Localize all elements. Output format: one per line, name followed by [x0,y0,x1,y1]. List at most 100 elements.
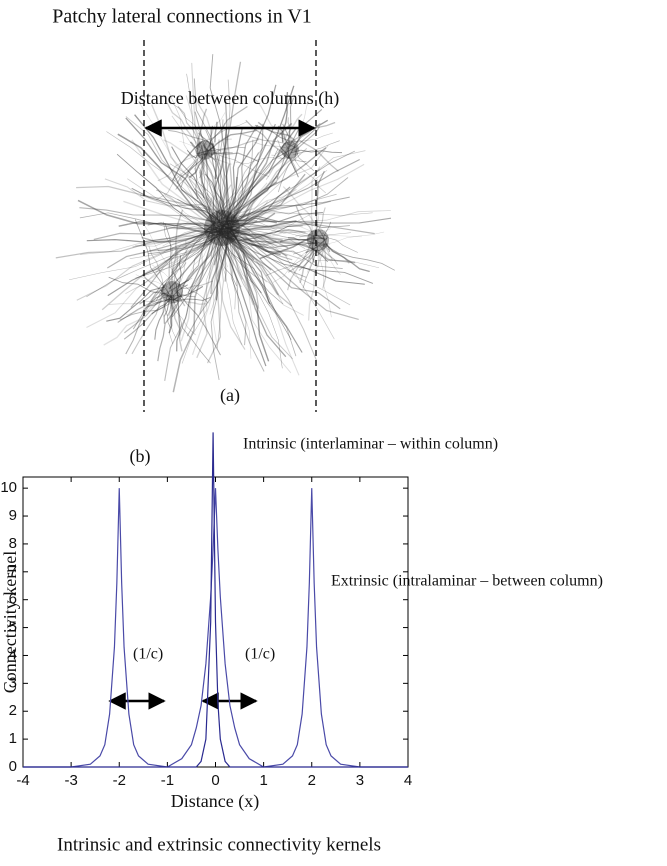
neurite [272,243,319,283]
neurite [209,54,233,222]
y-tick-label: 6 [9,591,17,608]
neurite [163,291,196,336]
neurite [212,236,237,287]
neurite [206,192,228,232]
neurite [212,142,268,220]
neurite [212,234,221,259]
neurite [201,233,223,237]
neurite [295,231,317,237]
neurite [55,228,217,259]
neurite [180,233,221,291]
neurite [226,201,269,235]
neurite [106,229,213,269]
neurite [224,232,229,254]
neurite [224,188,297,221]
y-tick-label: 5 [9,619,17,636]
x-tick-label: 3 [356,772,364,789]
neurite [132,228,216,248]
neurite [227,186,291,235]
neurite [156,189,231,223]
neurite [229,237,374,284]
neurite [226,134,236,234]
neurite [169,209,184,289]
neurite [223,231,278,245]
neurite [311,236,315,263]
neurite [108,276,180,303]
neurite [177,226,221,230]
neurite [166,294,176,316]
neurite [293,140,340,156]
neurite [108,299,171,305]
neurite [228,219,293,261]
neurite [212,229,245,249]
neurite [316,234,326,241]
neurite [225,231,356,264]
neurite [180,188,225,235]
neurite [307,242,328,321]
neurite [196,231,221,359]
neurite [321,231,385,246]
neurite [201,142,217,163]
y-tick-label: 7 [9,563,17,580]
neurite [299,247,315,284]
neurite [175,297,207,306]
neurite [215,168,260,233]
neurite [311,247,328,263]
neurite [141,274,173,299]
neurite [165,223,218,230]
neurite [134,219,171,296]
neurite [268,156,287,174]
neurite [191,62,217,228]
neurite [80,234,225,255]
neurite [191,235,222,239]
y-tick-label: 1 [9,730,17,747]
neurite [210,234,221,380]
y-tick-label: 8 [9,535,17,552]
neurite [172,285,204,302]
neurite [206,154,216,161]
neurite [157,149,208,182]
neurite [126,299,166,316]
neurite [217,221,375,235]
neurite [211,223,239,246]
neurite [186,237,230,337]
neurite [225,163,230,224]
neurite [186,73,219,225]
patch [281,141,299,159]
neurite [162,220,221,247]
neurite [202,149,207,175]
neurite [223,220,314,227]
neurite [123,295,172,340]
neurite [188,179,225,226]
neurite [215,234,267,367]
neurite [214,139,225,233]
patch [204,210,240,246]
neurite [179,226,215,336]
neurite [164,223,174,298]
neurite [230,225,303,238]
neurite [147,222,215,227]
neurite [199,170,213,220]
neurite [205,233,230,246]
neurite [205,129,226,227]
neurite [107,229,233,297]
neurite [212,227,224,342]
neurite [216,225,271,236]
neurite [224,147,308,229]
neurite [219,84,277,226]
neurite [235,157,294,164]
neurite [223,229,287,358]
neurite [213,225,229,266]
neurite [292,141,297,162]
neurite [202,144,209,155]
x-tick-label: -3 [64,772,77,789]
neurite [226,235,380,269]
neurite [218,228,293,360]
neurite [259,218,326,232]
neurite [106,286,165,322]
neurite [163,221,173,290]
neuron-image [55,54,395,393]
x-tick-label: -2 [113,772,126,789]
neurite [170,297,211,301]
neurite [220,208,230,229]
